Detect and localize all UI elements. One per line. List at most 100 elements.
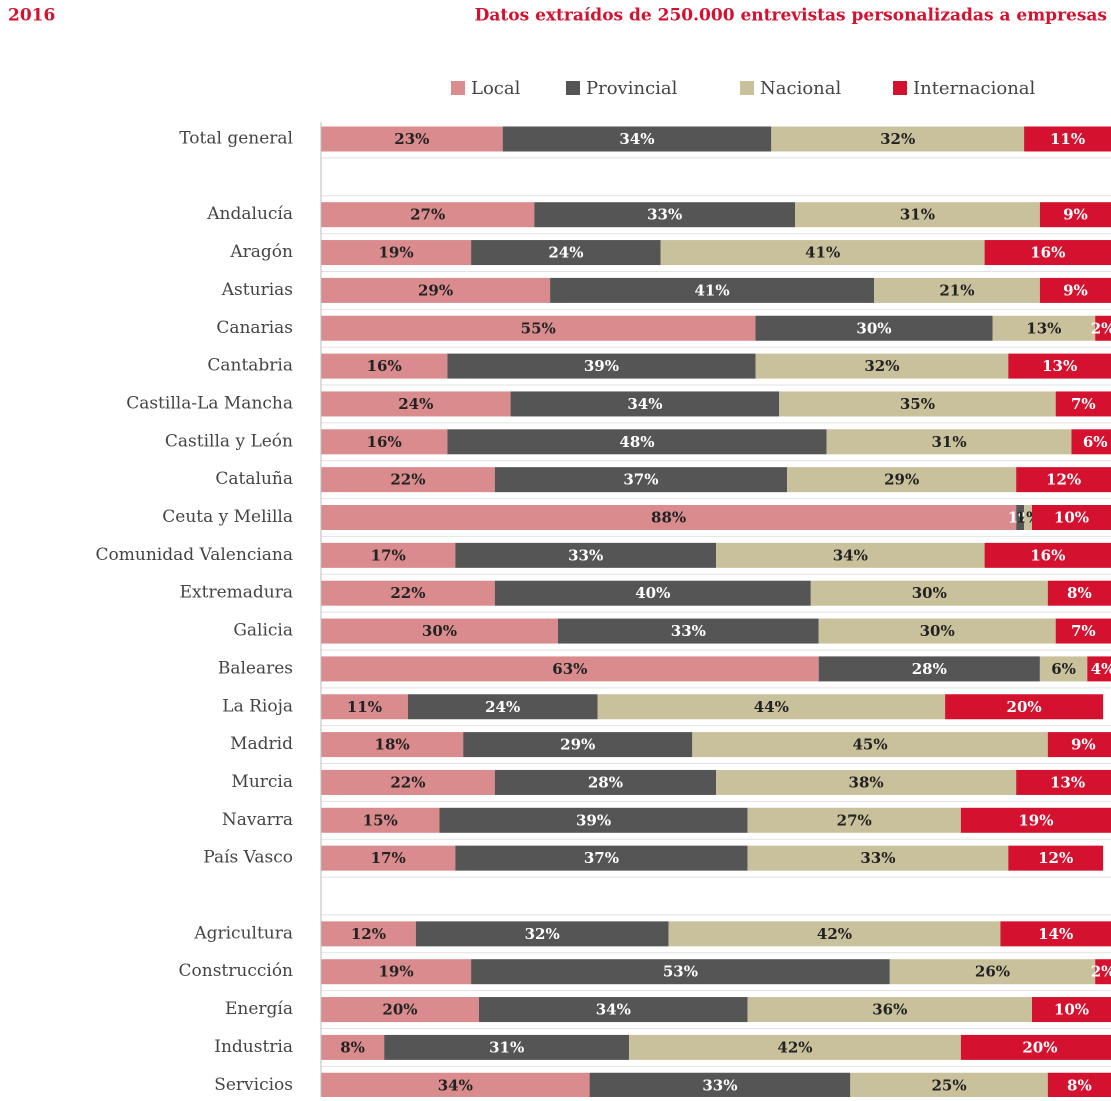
data-label: 22% bbox=[390, 471, 425, 489]
category-label: Total general bbox=[179, 129, 293, 149]
data-label: 33% bbox=[568, 546, 603, 564]
data-label: 22% bbox=[390, 584, 425, 602]
data-label: 41% bbox=[805, 244, 840, 262]
category-label: Andalucía bbox=[206, 204, 293, 224]
data-label: 35% bbox=[900, 395, 935, 413]
category-label: Navarra bbox=[222, 810, 293, 830]
data-label: 34% bbox=[596, 1001, 631, 1019]
category-label: Construcción bbox=[179, 961, 294, 981]
category-label: La Rioja bbox=[222, 696, 293, 716]
data-label: 2% bbox=[1091, 963, 1111, 981]
data-label: 88% bbox=[651, 509, 686, 527]
category-label: Energía bbox=[225, 999, 293, 1019]
category-label: Aragón bbox=[229, 242, 293, 262]
data-label: 55% bbox=[521, 319, 556, 337]
category-label: Castilla y León bbox=[165, 431, 293, 451]
data-label: 16% bbox=[367, 433, 402, 451]
category-label: Asturias bbox=[221, 280, 293, 300]
data-label: 33% bbox=[702, 1076, 737, 1094]
data-label: 25% bbox=[931, 1076, 966, 1094]
plot: 23%34%32%11%27%33%31%9%19%24%41%16%29%41… bbox=[321, 127, 1111, 1098]
data-label: 39% bbox=[576, 811, 611, 829]
category-label: Cataluña bbox=[215, 469, 293, 489]
legend-label: Local bbox=[471, 78, 521, 99]
data-label: 38% bbox=[849, 773, 884, 791]
data-label: 12% bbox=[351, 925, 386, 943]
data-label: 8% bbox=[340, 1038, 365, 1056]
data-label: 34% bbox=[833, 546, 868, 564]
data-label: 9% bbox=[1071, 736, 1096, 754]
data-label: 9% bbox=[1063, 281, 1088, 299]
category-label: Castilla-La Mancha bbox=[126, 393, 293, 413]
data-label: 10% bbox=[1054, 509, 1089, 527]
data-label: 27% bbox=[837, 811, 872, 829]
legend-swatch bbox=[893, 81, 907, 95]
category-label: Agricultura bbox=[193, 923, 293, 943]
data-label: 9% bbox=[1063, 206, 1088, 224]
legend-swatch bbox=[451, 81, 465, 95]
data-label: 30% bbox=[912, 584, 947, 602]
data-label: 34% bbox=[619, 130, 654, 148]
chart-subtitle: Datos extraídos de 250.000 entrevistas p… bbox=[475, 6, 1107, 26]
data-label: 21% bbox=[939, 281, 974, 299]
data-label: 32% bbox=[880, 130, 915, 148]
data-label: 6% bbox=[1083, 433, 1108, 451]
data-label: 31% bbox=[900, 206, 935, 224]
category-label: Galicia bbox=[233, 621, 293, 641]
data-label: 41% bbox=[694, 281, 729, 299]
data-label: 7% bbox=[1071, 622, 1096, 640]
data-label: 20% bbox=[1007, 698, 1042, 716]
data-label: 63% bbox=[552, 660, 587, 678]
legend-label: Internacional bbox=[913, 78, 1036, 99]
data-label: 14% bbox=[1038, 925, 1073, 943]
data-label: 33% bbox=[647, 206, 682, 224]
data-label: 31% bbox=[931, 433, 966, 451]
category-label: País Vasco bbox=[203, 848, 293, 868]
data-label: 42% bbox=[817, 925, 852, 943]
data-label: 28% bbox=[912, 660, 947, 678]
data-label: 28% bbox=[588, 773, 623, 791]
data-label: 10% bbox=[1054, 1001, 1089, 1019]
data-label: 26% bbox=[975, 963, 1010, 981]
legend-swatch bbox=[566, 81, 580, 95]
data-label: 20% bbox=[382, 1001, 417, 1019]
data-label: 4% bbox=[1091, 660, 1111, 678]
category-label: Cantabria bbox=[207, 356, 293, 376]
data-label: 17% bbox=[371, 849, 406, 867]
data-label: 7% bbox=[1071, 395, 1096, 413]
data-label: 37% bbox=[623, 471, 658, 489]
data-label: 18% bbox=[375, 736, 410, 754]
data-label: 29% bbox=[884, 471, 919, 489]
data-label: 8% bbox=[1067, 1076, 1092, 1094]
category-label: Servicios bbox=[214, 1075, 293, 1095]
data-label: 32% bbox=[525, 925, 560, 943]
data-label: 19% bbox=[378, 244, 413, 262]
data-label: 37% bbox=[584, 849, 619, 867]
data-label: 53% bbox=[663, 963, 698, 981]
data-label: 16% bbox=[1030, 244, 1065, 262]
data-label: 6% bbox=[1051, 660, 1076, 678]
category-label: Industria bbox=[214, 1037, 293, 1057]
data-label: 16% bbox=[367, 357, 402, 375]
data-label: 36% bbox=[872, 1001, 907, 1019]
data-label: 20% bbox=[1022, 1038, 1057, 1056]
data-label: 30% bbox=[920, 622, 955, 640]
category-label: Baleares bbox=[218, 658, 293, 678]
data-label: 19% bbox=[1018, 811, 1053, 829]
data-label: 16% bbox=[1030, 546, 1065, 564]
category-label: Extremadura bbox=[180, 583, 293, 603]
data-label: 32% bbox=[864, 357, 899, 375]
legend-label: Provincial bbox=[586, 78, 678, 99]
data-label: 48% bbox=[619, 433, 654, 451]
data-label: 8% bbox=[1067, 584, 1092, 602]
data-label: 30% bbox=[422, 622, 457, 640]
data-label: 13% bbox=[1042, 357, 1077, 375]
data-label: 30% bbox=[856, 319, 891, 337]
data-label: 29% bbox=[560, 736, 595, 754]
category-label: Ceuta y Melilla bbox=[162, 507, 293, 527]
data-label: 33% bbox=[671, 622, 706, 640]
data-label: 13% bbox=[1026, 319, 1061, 337]
data-label: 11% bbox=[1050, 130, 1085, 148]
data-label: 29% bbox=[418, 281, 453, 299]
